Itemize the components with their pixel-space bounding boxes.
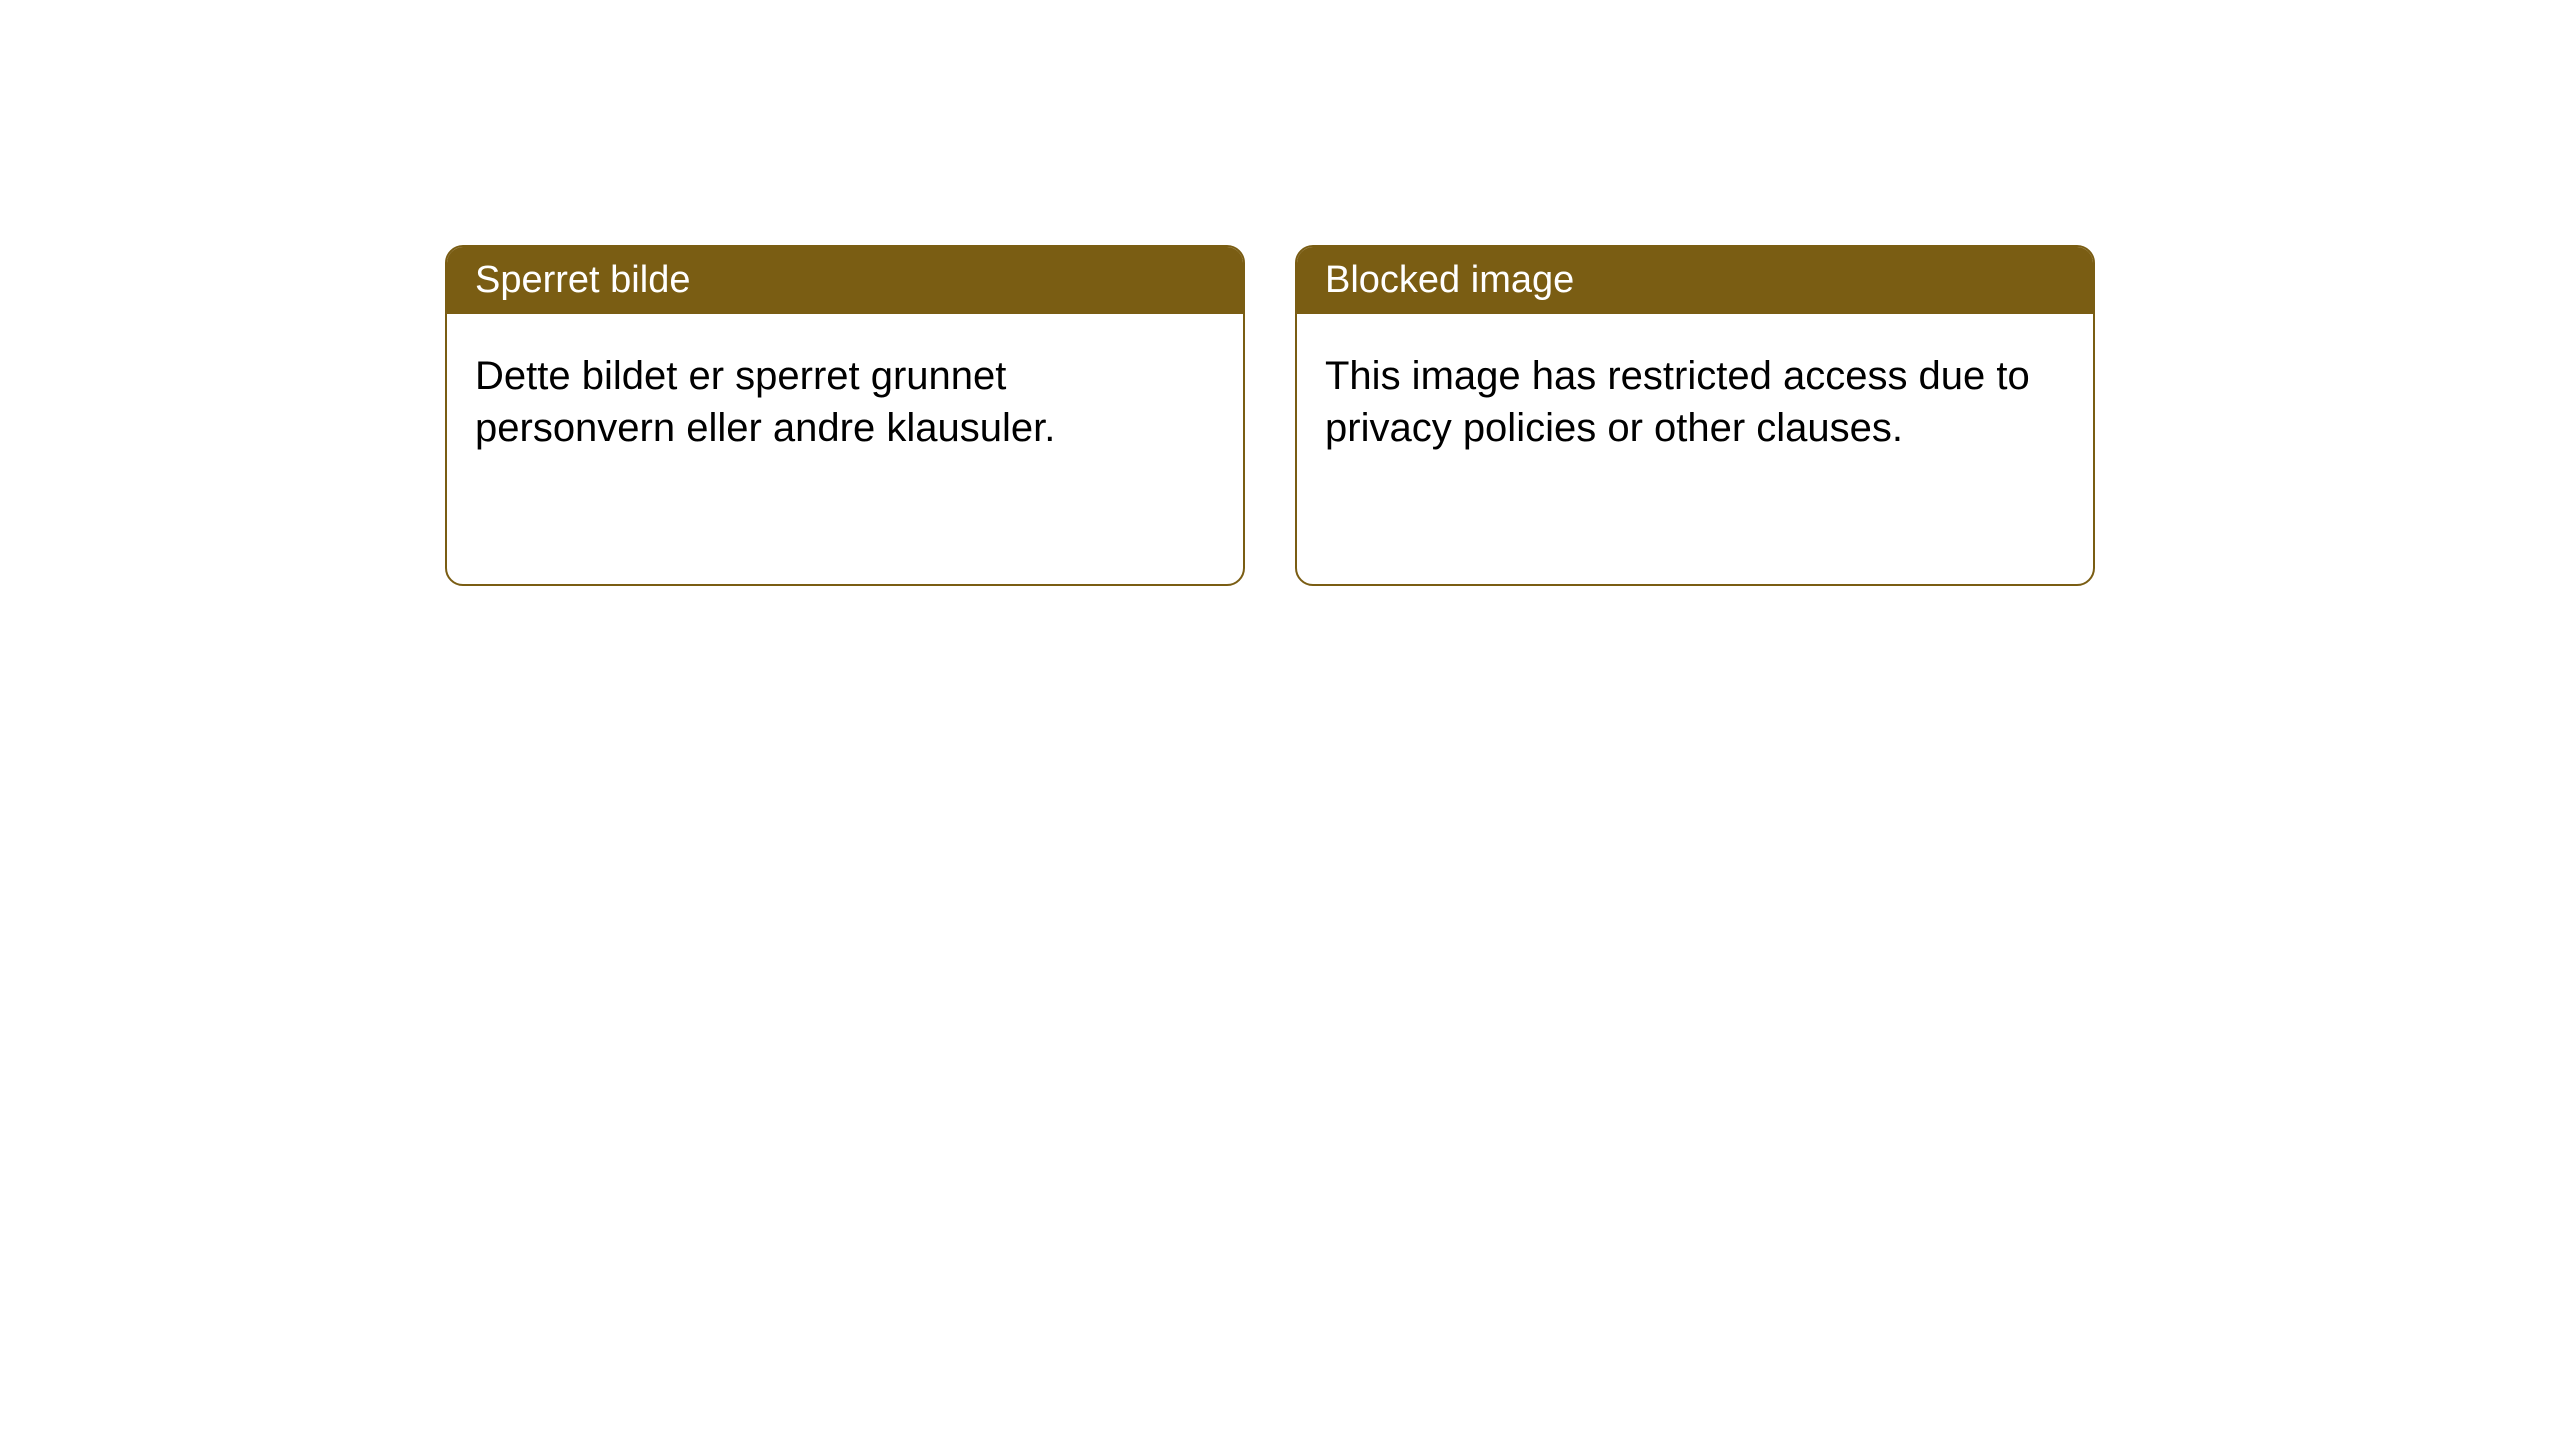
blocked-image-card-en: Blocked image This image has restricted … [1295, 245, 2095, 586]
card-body-text: Dette bildet er sperret grunnet personve… [475, 354, 1055, 450]
blocked-image-card-no: Sperret bilde Dette bildet er sperret gr… [445, 245, 1245, 586]
card-body-text: This image has restricted access due to … [1325, 354, 2030, 450]
card-body: Dette bildet er sperret grunnet personve… [447, 314, 1243, 584]
card-header: Sperret bilde [447, 247, 1243, 314]
card-header: Blocked image [1297, 247, 2093, 314]
notice-container: Sperret bilde Dette bildet er sperret gr… [0, 0, 2560, 586]
card-title: Sperret bilde [475, 259, 690, 301]
card-title: Blocked image [1325, 259, 1574, 301]
card-body: This image has restricted access due to … [1297, 314, 2093, 584]
